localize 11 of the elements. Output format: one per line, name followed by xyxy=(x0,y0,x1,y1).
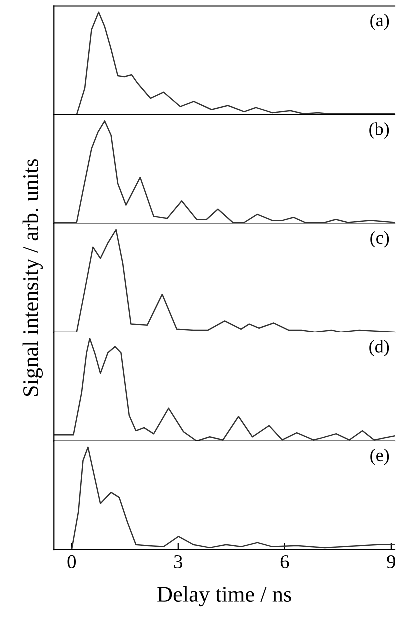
annotation: (a) xyxy=(370,14,390,30)
x-tick-label: 0 xyxy=(68,555,76,569)
x-axis-title: Delay time / ns xyxy=(158,586,292,607)
y-axis-title: Signal intensity / arb. units xyxy=(22,159,44,396)
annotation: (b) xyxy=(370,122,390,139)
x-tick-label: 6 xyxy=(280,555,290,569)
annotation: (d) xyxy=(370,340,390,356)
annotation: (e) xyxy=(370,448,390,466)
annotation: (c) xyxy=(370,231,390,248)
x-tick-label: 3 xyxy=(174,555,183,569)
x-tick-label: 9 xyxy=(387,555,396,569)
